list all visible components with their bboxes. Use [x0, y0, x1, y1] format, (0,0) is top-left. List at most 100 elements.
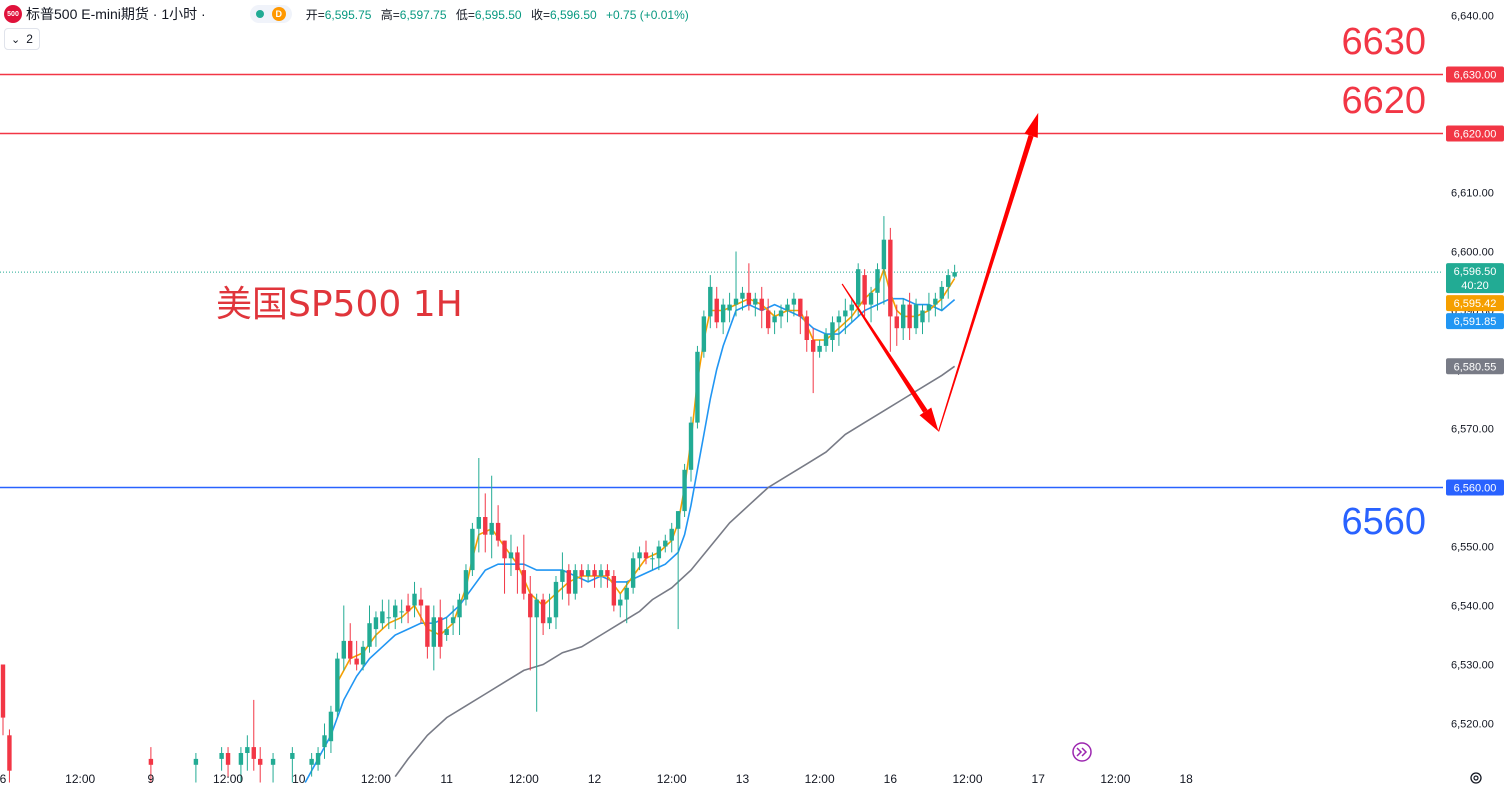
- candlestick[interactable]: [309, 753, 314, 777]
- candlestick[interactable]: [682, 463, 687, 517]
- candlestick[interactable]: [418, 587, 424, 624]
- candlestick[interactable]: [534, 593, 539, 712]
- candlestick[interactable]: [405, 593, 411, 624]
- candlestick[interactable]: [933, 292, 938, 317]
- candlestick[interactable]: [688, 416, 694, 482]
- candlestick[interactable]: [901, 298, 906, 340]
- candlestick[interactable]: [695, 345, 700, 429]
- candlestick[interactable]: [753, 292, 758, 317]
- candlestick[interactable]: [328, 705, 334, 753]
- candlestick[interactable]: [746, 263, 752, 311]
- candlestick[interactable]: [354, 640, 359, 671]
- candlestick[interactable]: [759, 286, 764, 329]
- candlestick[interactable]: [894, 304, 899, 346]
- symbol-title[interactable]: 标普500 E-mini期货 · 1小时 ·: [26, 6, 206, 22]
- candlestick[interactable]: [547, 593, 552, 630]
- candlestick[interactable]: [380, 599, 385, 630]
- candlestick[interactable]: [315, 747, 321, 771]
- candlestick[interactable]: [733, 251, 739, 317]
- candlestick[interactable]: [444, 617, 449, 641]
- candlestick[interactable]: [483, 493, 488, 553]
- candlestick[interactable]: [322, 723, 327, 759]
- candlestick[interactable]: [708, 275, 713, 329]
- candlestick[interactable]: [508, 534, 514, 576]
- candlestick[interactable]: [0, 664, 6, 736]
- candlestick[interactable]: [907, 292, 912, 340]
- candlestick[interactable]: [772, 310, 777, 335]
- candlestick[interactable]: [843, 298, 848, 335]
- candlestick[interactable]: [669, 522, 674, 553]
- indicators-toggle[interactable]: ⌄ 2: [4, 28, 40, 50]
- candlestick[interactable]: [528, 576, 533, 671]
- candlestick[interactable]: [450, 605, 456, 636]
- candlestick[interactable]: [823, 328, 829, 352]
- candlestick[interactable]: [618, 593, 623, 618]
- candlestick[interactable]: [926, 292, 932, 323]
- candlestick[interactable]: [553, 576, 559, 630]
- candlestick[interactable]: [193, 753, 199, 783]
- candlestick[interactable]: [920, 304, 925, 335]
- candlestick[interactable]: [952, 264, 957, 279]
- candlestick[interactable]: [785, 298, 790, 323]
- gear-icon[interactable]: [1470, 772, 1482, 784]
- candlestick[interactable]: [624, 581, 629, 624]
- candlestick[interactable]: [740, 286, 745, 311]
- candlestick[interactable]: [245, 735, 250, 771]
- candlestick[interactable]: [431, 605, 437, 671]
- candlestick[interactable]: [946, 269, 951, 299]
- candlestick[interactable]: [675, 511, 681, 630]
- candlestick[interactable]: [611, 570, 617, 612]
- replay-forward-icon[interactable]: [1072, 742, 1092, 762]
- candlestick[interactable]: [489, 475, 494, 559]
- candlestick[interactable]: [7, 729, 12, 783]
- candlestick[interactable]: [579, 564, 584, 588]
- candlestick[interactable]: [219, 747, 224, 771]
- market-status[interactable]: D: [249, 5, 292, 23]
- candlestick[interactable]: [727, 292, 732, 323]
- candlestick[interactable]: [643, 540, 649, 565]
- candlestick[interactable]: [238, 747, 244, 783]
- candlestick[interactable]: [663, 534, 668, 553]
- candlestick[interactable]: [566, 564, 572, 606]
- candlestick[interactable]: [521, 534, 527, 600]
- candlestick[interactable]: [573, 564, 578, 600]
- candlestick[interactable]: [810, 328, 816, 394]
- candlestick[interactable]: [630, 552, 636, 594]
- candlestick[interactable]: [360, 640, 366, 671]
- candlestick[interactable]: [502, 540, 507, 594]
- forecast-arrow-down[interactable]: [841, 283, 939, 432]
- candlestick[interactable]: [656, 540, 662, 571]
- candlestick[interactable]: [373, 611, 379, 647]
- candlestick[interactable]: [868, 286, 874, 323]
- candlestick[interactable]: [701, 310, 707, 358]
- candlestick[interactable]: [495, 505, 501, 547]
- candlestick[interactable]: [367, 605, 372, 653]
- candlestick[interactable]: [476, 458, 482, 553]
- candlestick[interactable]: [778, 304, 784, 329]
- forecast-arrow-up[interactable]: [937, 112, 1039, 432]
- candlestick[interactable]: [888, 227, 893, 352]
- candlestick[interactable]: [470, 522, 475, 576]
- candlestick[interactable]: [225, 747, 231, 777]
- candlestick[interactable]: [804, 310, 809, 352]
- candlestick[interactable]: [438, 599, 443, 659]
- candlestick[interactable]: [881, 216, 887, 305]
- candlestick[interactable]: [849, 298, 854, 323]
- candlestick[interactable]: [862, 269, 867, 317]
- candlestick[interactable]: [720, 298, 726, 335]
- candlestick[interactable]: [335, 652, 340, 718]
- candlestick[interactable]: [290, 747, 295, 783]
- candlestick[interactable]: [348, 623, 353, 665]
- candlestick[interactable]: [251, 699, 256, 771]
- candlestick[interactable]: [425, 605, 430, 659]
- candlestick[interactable]: [463, 564, 469, 606]
- candlestick[interactable]: [270, 753, 276, 783]
- candlestick[interactable]: [560, 552, 565, 600]
- candlestick[interactable]: [598, 564, 604, 588]
- candlestick[interactable]: [650, 552, 655, 571]
- candlestick[interactable]: [148, 747, 154, 783]
- candlestick[interactable]: [913, 298, 919, 335]
- candlestick[interactable]: [386, 599, 391, 630]
- candlestick[interactable]: [585, 564, 591, 582]
- candlestick[interactable]: [836, 310, 842, 346]
